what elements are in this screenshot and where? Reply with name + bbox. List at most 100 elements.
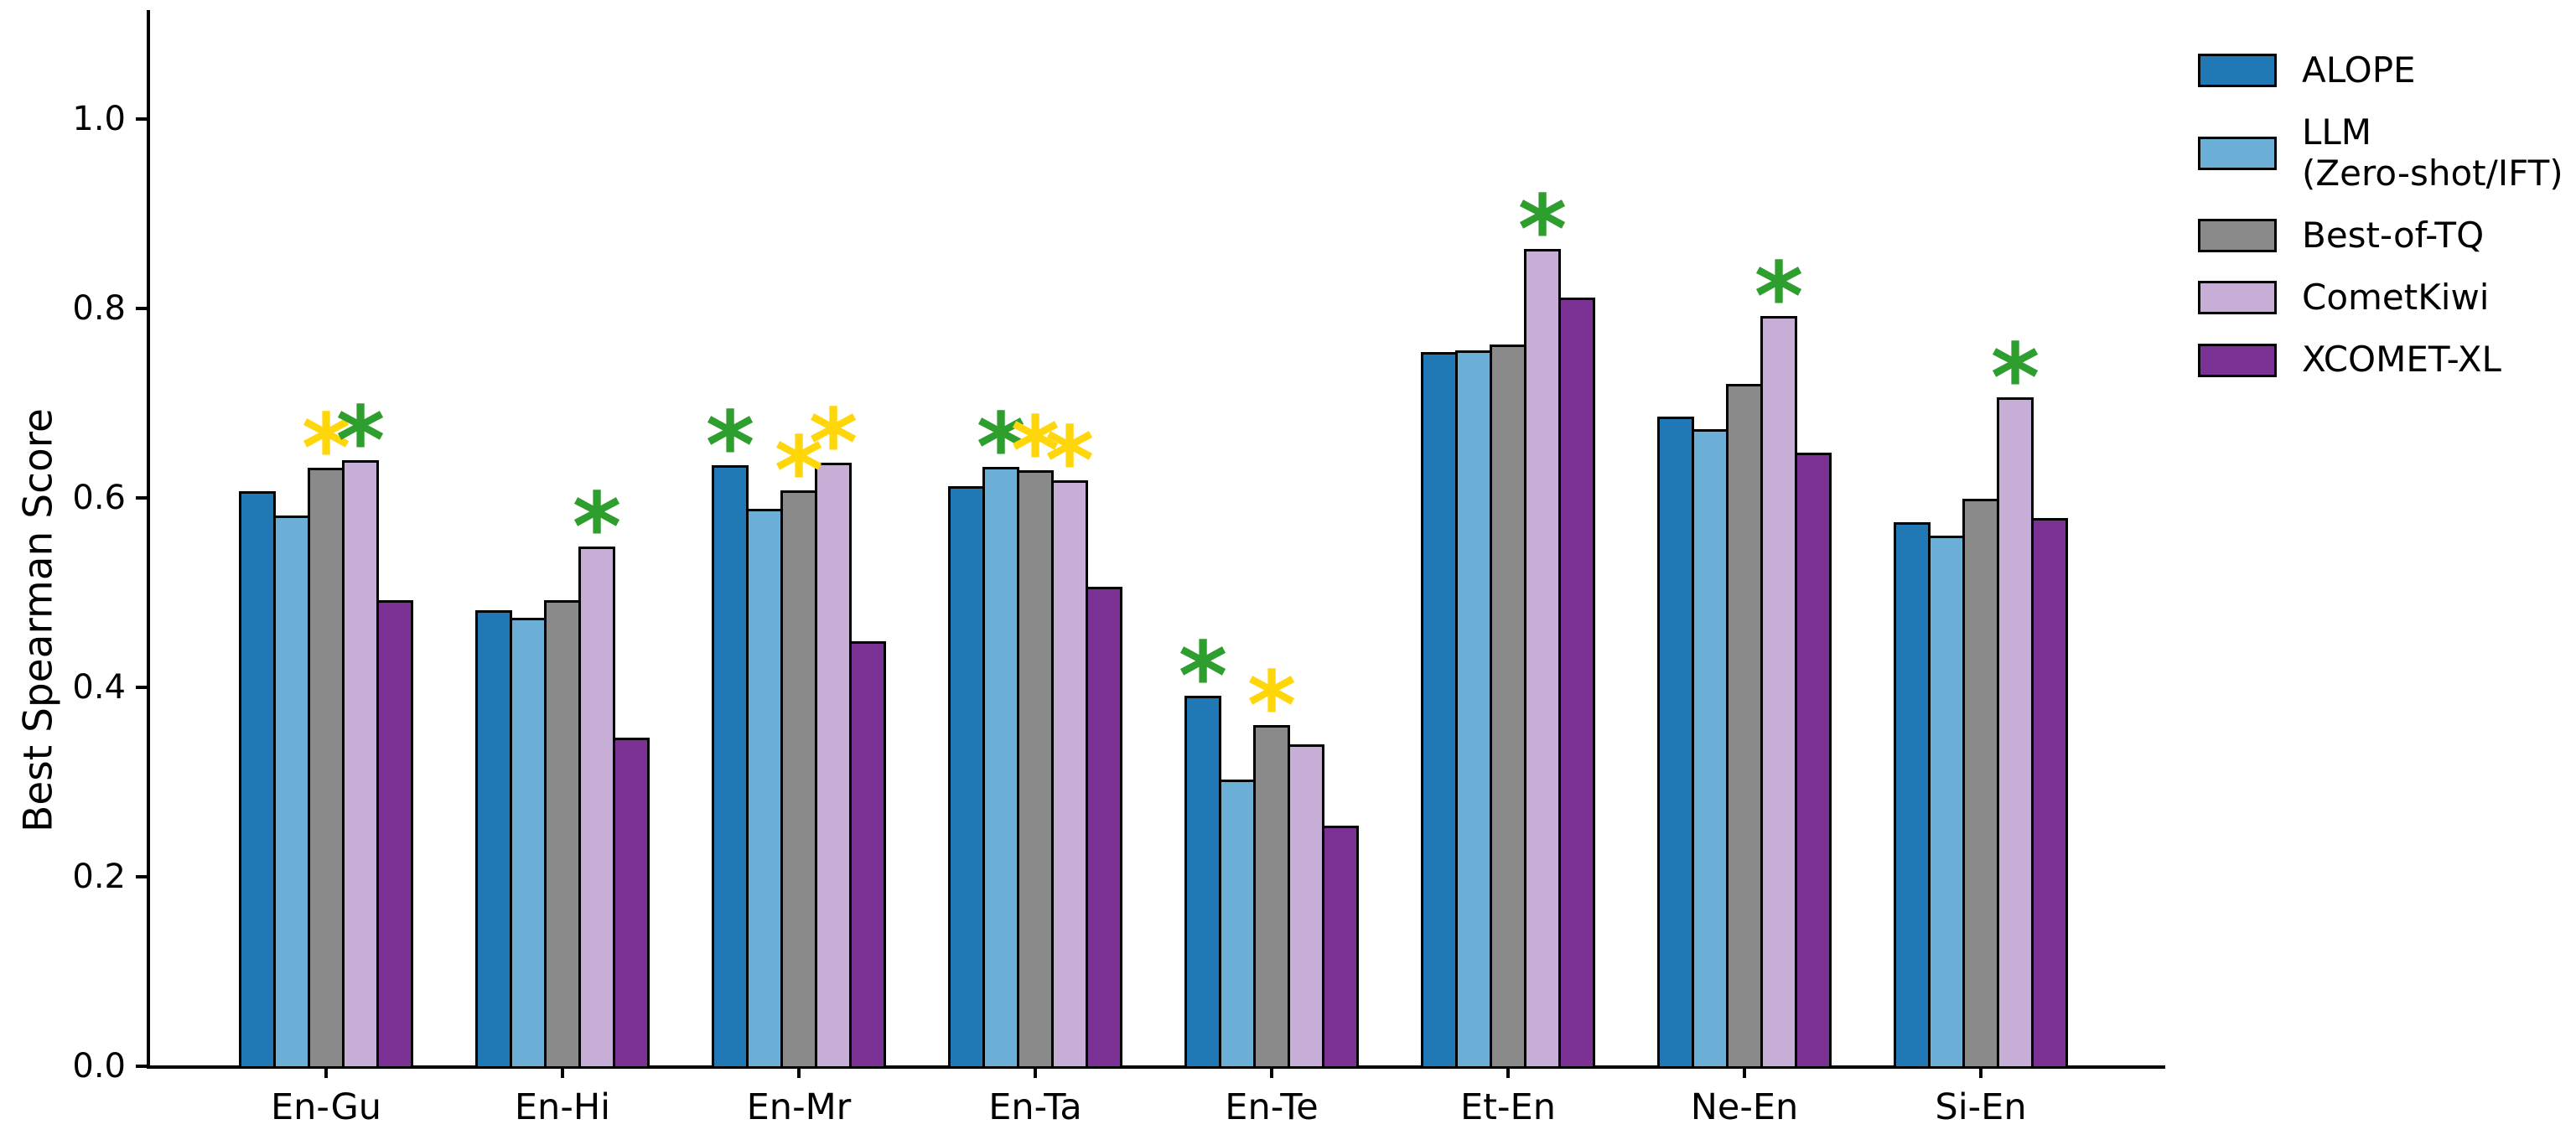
bar (1253, 725, 1290, 1069)
x-tick-mark (1979, 1066, 1983, 1078)
bar (780, 490, 817, 1069)
significance-asterisk-icon: * (976, 394, 1026, 503)
y-tick-label: 1.0 (72, 100, 126, 138)
legend-swatch (2198, 343, 2277, 377)
significance-asterisk-icon: * (1990, 324, 2040, 433)
bar (1421, 352, 1458, 1069)
legend: ALOPE LLM (Zero-shot/IFT) Best-of-TQ CometK… (2198, 49, 2563, 381)
bar (1657, 417, 1694, 1069)
y-tick-label: 0.6 (72, 479, 126, 517)
bar (1726, 384, 1763, 1069)
bar (1894, 522, 1931, 1069)
bar (1490, 345, 1526, 1069)
y-tick-label: 0.2 (72, 858, 126, 896)
legend-item: ALOPE (2198, 49, 2563, 91)
significance-asterisk-icon: * (301, 395, 351, 504)
bar (2031, 518, 2068, 1069)
bar (982, 467, 1019, 1069)
bar (1288, 744, 1324, 1069)
significance-asterisk-icon: * (335, 387, 386, 496)
y-tick-mark (136, 686, 148, 689)
x-tick-label: En-Gu (270, 1086, 382, 1128)
legend-label: XCOMET-XL (2302, 339, 2501, 381)
y-tick-label: 0.0 (72, 1047, 126, 1086)
y-tick-label: 0.8 (72, 289, 126, 328)
bar (1928, 536, 1965, 1069)
legend-item: XCOMET-XL (2198, 339, 2563, 380)
legend-swatch (2198, 54, 2277, 88)
bar (376, 600, 413, 1069)
bar (1322, 826, 1359, 1069)
bar (239, 491, 276, 1069)
y-tick-label: 0.4 (72, 668, 126, 707)
bar (578, 547, 615, 1069)
bar (1760, 316, 1797, 1069)
bar (342, 460, 379, 1069)
bar (1962, 499, 1999, 1069)
legend-label: Best-of-TQ (2302, 214, 2485, 256)
bar (712, 465, 749, 1069)
y-tick-mark (136, 117, 148, 121)
bar (308, 468, 345, 1069)
x-tick-mark (1743, 1066, 1746, 1078)
bar (1219, 780, 1256, 1069)
x-tick-label: En-Mr (746, 1086, 852, 1128)
significance-asterisk-icon: * (1517, 176, 1568, 285)
bar (510, 618, 547, 1069)
bar (1795, 453, 1832, 1069)
bar (475, 610, 512, 1069)
bar (948, 486, 985, 1069)
significance-asterisk-icon: * (808, 390, 858, 499)
legend-swatch (2198, 219, 2277, 253)
significance-asterisk-icon: * (1178, 623, 1228, 732)
legend-label: CometKiwi (2302, 277, 2490, 319)
bar (613, 738, 650, 1069)
legend-label: LLM (Zero-shot/IFT) (2302, 111, 2563, 194)
bar (1017, 470, 1054, 1069)
bar (849, 641, 886, 1069)
x-tick-mark (1506, 1066, 1510, 1078)
bar (1455, 350, 1492, 1069)
significance-asterisk-icon: * (774, 417, 824, 526)
bar (1997, 397, 2034, 1069)
y-axis-title: Best Spearman Score (15, 408, 62, 832)
y-tick-mark (136, 875, 148, 878)
x-tick-mark (1270, 1066, 1273, 1078)
x-tick-label: En-Ta (988, 1086, 1082, 1128)
legend-swatch (2198, 281, 2277, 315)
x-axis-line (147, 1065, 2165, 1069)
x-tick-label: Si-En (1935, 1086, 2027, 1128)
x-tick-label: Et-En (1460, 1086, 1556, 1128)
x-tick-label: Ne-En (1690, 1086, 1799, 1128)
bar (1051, 480, 1088, 1069)
bar (1086, 587, 1122, 1069)
bar (544, 600, 581, 1069)
legend-item: CometKiwi (2198, 277, 2563, 318)
legend-swatch (2198, 136, 2277, 170)
bar (1692, 429, 1729, 1069)
x-tick-label: En-Hi (514, 1086, 611, 1128)
significance-asterisk-icon: * (1010, 397, 1060, 506)
significance-asterisk-icon: * (1044, 407, 1095, 516)
legend-label: ALOPE (2302, 49, 2416, 91)
bar (1184, 696, 1221, 1069)
significance-asterisk-icon: * (1247, 652, 1297, 761)
x-tick-mark (797, 1066, 801, 1078)
legend-item: Best-of-TQ (2198, 215, 2563, 256)
x-tick-mark (561, 1066, 564, 1078)
x-tick-mark (324, 1066, 328, 1078)
y-tick-mark (136, 496, 148, 500)
significance-asterisk-icon: * (705, 392, 755, 501)
bar (746, 509, 783, 1069)
x-tick-mark (1034, 1066, 1037, 1078)
bar (273, 516, 310, 1069)
y-tick-mark (136, 307, 148, 310)
bar (815, 463, 852, 1069)
legend-item: LLM (Zero-shot/IFT) (2198, 112, 2563, 194)
y-axis-line (147, 10, 150, 1069)
y-tick-mark (136, 1065, 148, 1068)
significance-asterisk-icon: * (572, 474, 622, 583)
bar (1558, 298, 1595, 1069)
x-tick-label: En-Te (1225, 1086, 1319, 1128)
